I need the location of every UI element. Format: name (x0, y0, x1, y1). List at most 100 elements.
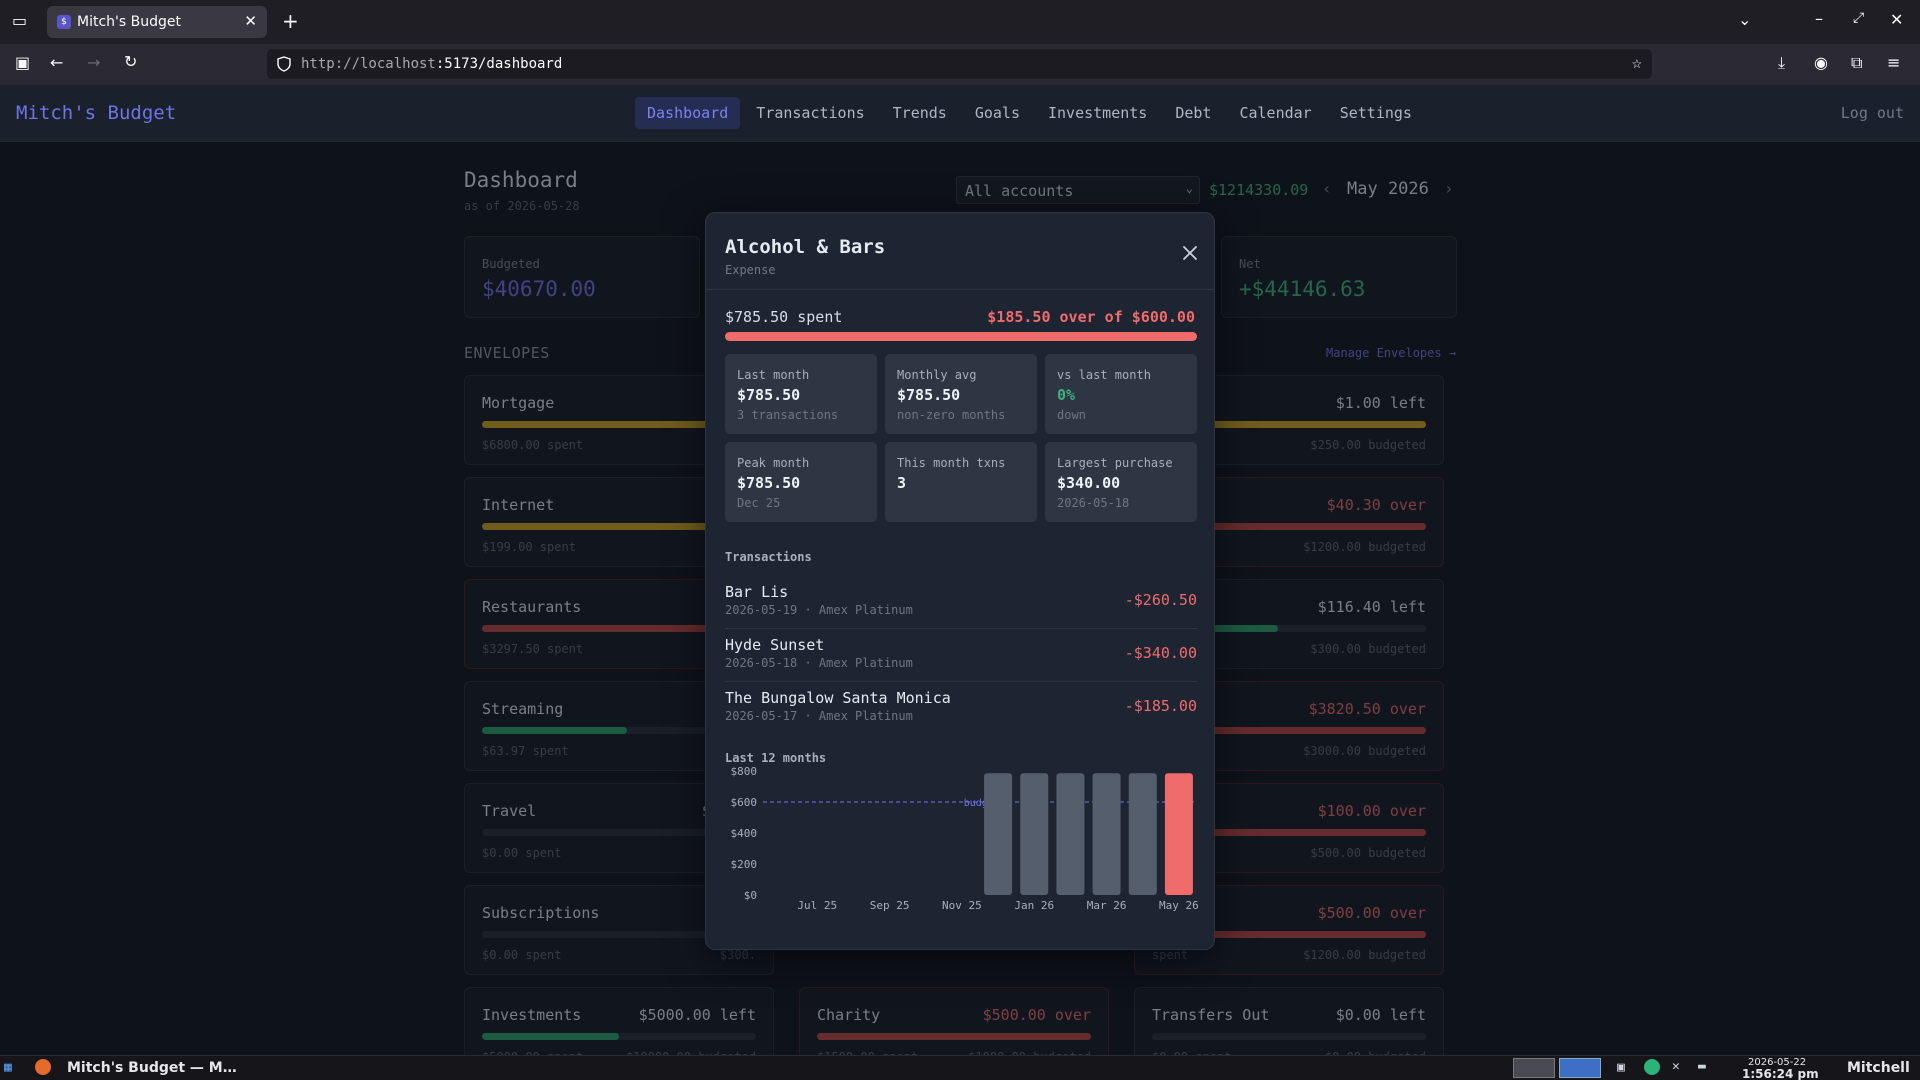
manage-envelopes-link[interactable]: Manage Envelopes → (1326, 346, 1457, 360)
back-icon[interactable]: ← (50, 53, 64, 72)
tab-list-icon[interactable]: ▭ (12, 11, 28, 30)
account-icon[interactable]: ◉ (1814, 53, 1828, 72)
budget-line-label: budget (964, 798, 1000, 809)
close-icon[interactable] (1180, 243, 1200, 263)
envelope-name: Investments (482, 1006, 582, 1024)
network-icon[interactable]: ▣ (1617, 1060, 1625, 1075)
envelope-progress-fill (1152, 727, 1426, 734)
chart-bar[interactable] (1056, 773, 1085, 895)
account-select-value: All accounts (965, 182, 1074, 200)
taskbar-window-title[interactable]: Mitch's Budget — M… (67, 1060, 237, 1076)
envelope-amount: $5000.00 left (638, 1006, 756, 1024)
sidebar-icon[interactable]: ▣ (15, 53, 31, 72)
stat-value: $40670.00 (482, 277, 596, 301)
url-bar[interactable]: http://localhost:5173/dashboard ☆ (267, 49, 1652, 79)
envelope-name: Travel (482, 802, 537, 820)
logout-link[interactable]: Log out (1840, 104, 1904, 122)
chart-bar[interactable] (1164, 773, 1193, 895)
minimize-icon[interactable]: – (1815, 9, 1823, 28)
workspace-2-icon[interactable] (1559, 1058, 1601, 1078)
new-tab-icon[interactable]: + (282, 9, 299, 33)
envelope-budgeted: $3000.00 budgeted (1303, 744, 1426, 758)
y-tick-label: $0 (744, 889, 757, 902)
envelope-budgeted: $1200.00 budgeted (1303, 540, 1426, 554)
envelope-progress-fill (1152, 829, 1426, 836)
prev-month-button[interactable]: ‹ (1322, 179, 1332, 198)
account-select[interactable]: All accounts ⌄ (956, 176, 1200, 204)
page-title: Dashboard (464, 168, 578, 192)
envelope-card[interactable]: Transfers Out$0.00 left$0.00 spent$0.00 … (1134, 987, 1444, 1077)
envelope-progress-fill (1152, 421, 1426, 428)
browser-tab[interactable]: $ Mitch's Budget ✕ (47, 6, 267, 38)
nav-transactions[interactable]: Transactions (756, 104, 865, 122)
firefox-icon[interactable] (35, 1059, 51, 1075)
mute-icon[interactable]: ✕ (1672, 1059, 1680, 1074)
x-tick-label: Nov 25 (942, 899, 982, 912)
envelope-spent: $0.00 spent (482, 846, 562, 860)
chart-bar[interactable] (1020, 773, 1049, 895)
stat-value: $785.50 (737, 474, 801, 492)
restore-icon[interactable]: ⤢ (1853, 10, 1865, 26)
taskbar: ▦ Mitch's Budget — M… ▣ ✕ ▬ 2026-05-22 1… (0, 1055, 1920, 1080)
stat-sub: 2026-05-18 (1057, 496, 1130, 510)
stat-last-month: Last month $785.50 3 transactions (725, 354, 877, 434)
transaction-row[interactable]: Bar Lis 2026-05-19 · Amex Platinum -$260… (725, 583, 1197, 635)
stat-value: 3 (897, 474, 907, 492)
budget-progress-fill (725, 332, 1197, 341)
transaction-row[interactable]: The Bungalow Santa Monica 2026-05-17 · A… (725, 689, 1197, 741)
main-nav: Dashboard Transactions Trends Goals Inve… (635, 97, 1428, 129)
budgeted-card: Budgeted $40670.00 (464, 236, 700, 318)
stat-sub: 3 transactions (737, 408, 839, 422)
start-menu-icon[interactable]: ▦ (4, 1060, 12, 1075)
envelope-progress-fill (1152, 625, 1279, 632)
reload-icon[interactable]: ↻ (124, 52, 138, 71)
nav-trends[interactable]: Trends (892, 104, 947, 122)
workspace-1-icon[interactable] (1513, 1058, 1555, 1078)
chat-icon[interactable]: ▬ (1698, 1059, 1706, 1074)
chart-title: Last 12 months (725, 751, 827, 765)
nav-debt[interactable]: Debt (1175, 104, 1212, 122)
as-of-date: as of 2026-05-28 (464, 199, 580, 213)
envelope-spent: $0.00 spent (482, 948, 562, 962)
tab-overflow-chevron-icon[interactable]: ⌄ (1738, 10, 1752, 29)
balance-total: $1214330.09 (1209, 181, 1309, 199)
stat-value: $785.50 (737, 386, 801, 404)
browser-toolbar: ▣ ← → ↻ http://localhost:5173/dashboard … (0, 44, 1920, 85)
extensions-icon[interactable]: ⧉ (1851, 53, 1863, 72)
window-close-icon[interactable]: ✕ (1890, 10, 1904, 29)
sync-icon[interactable] (1644, 1059, 1660, 1075)
next-month-button[interactable]: › (1444, 179, 1454, 198)
transaction-name: Hyde Sunset (725, 636, 825, 654)
tab-close-icon[interactable]: ✕ (244, 12, 257, 30)
nav-investments[interactable]: Investments (1048, 104, 1148, 122)
envelope-progress-bar (482, 1033, 756, 1040)
nav-settings[interactable]: Settings (1339, 104, 1412, 122)
browser-tab-bar: ▭ $ Mitch's Budget ✕ + ⌄ – ⤢ ✕ (0, 0, 1920, 44)
transaction-row[interactable]: Hyde Sunset 2026-05-18 · Amex Platinum -… (725, 636, 1197, 688)
nav-dashboard[interactable]: Dashboard (635, 97, 741, 129)
x-tick-label: May 26 (1159, 899, 1199, 912)
nav-goals[interactable]: Goals (974, 104, 1020, 122)
forward-icon[interactable]: → (87, 53, 101, 72)
envelope-progress-bar (482, 829, 756, 836)
bookmark-star-icon[interactable]: ☆ (1631, 53, 1642, 73)
brand-logo[interactable]: Mitch's Budget (16, 102, 177, 124)
stat-value: 0% (1057, 386, 1076, 404)
transaction-meta: 2026-05-17 · Amex Platinum (725, 709, 913, 723)
nav-calendar[interactable]: Calendar (1239, 104, 1312, 122)
chart-bar[interactable] (1092, 773, 1121, 895)
monthly-spend-chart: $800 budget $600 $400 $200 $0 Jul 25 Sep 25 Nov … (731, 765, 1199, 912)
envelope-progress-bar (1152, 421, 1426, 428)
downloads-icon[interactable]: ⤓ (1778, 53, 1786, 72)
x-tick-label: Jul 25 (797, 899, 837, 912)
envelope-progress-bar (1152, 625, 1426, 632)
menu-icon[interactable]: ≡ (1887, 53, 1901, 72)
net-card: Net +$44146.63 (1221, 236, 1457, 318)
envelope-detail-modal: Alcohol & Bars Expense $785.50 spent $18… (705, 212, 1215, 950)
y-tick-label: $200 (731, 858, 758, 871)
stat-sub: down (1057, 408, 1086, 422)
transaction-name: The Bungalow Santa Monica (725, 689, 951, 707)
chart-bar[interactable] (1128, 773, 1157, 895)
envelope-progress-bar (1152, 829, 1426, 836)
chart-bar[interactable] (984, 773, 1013, 895)
